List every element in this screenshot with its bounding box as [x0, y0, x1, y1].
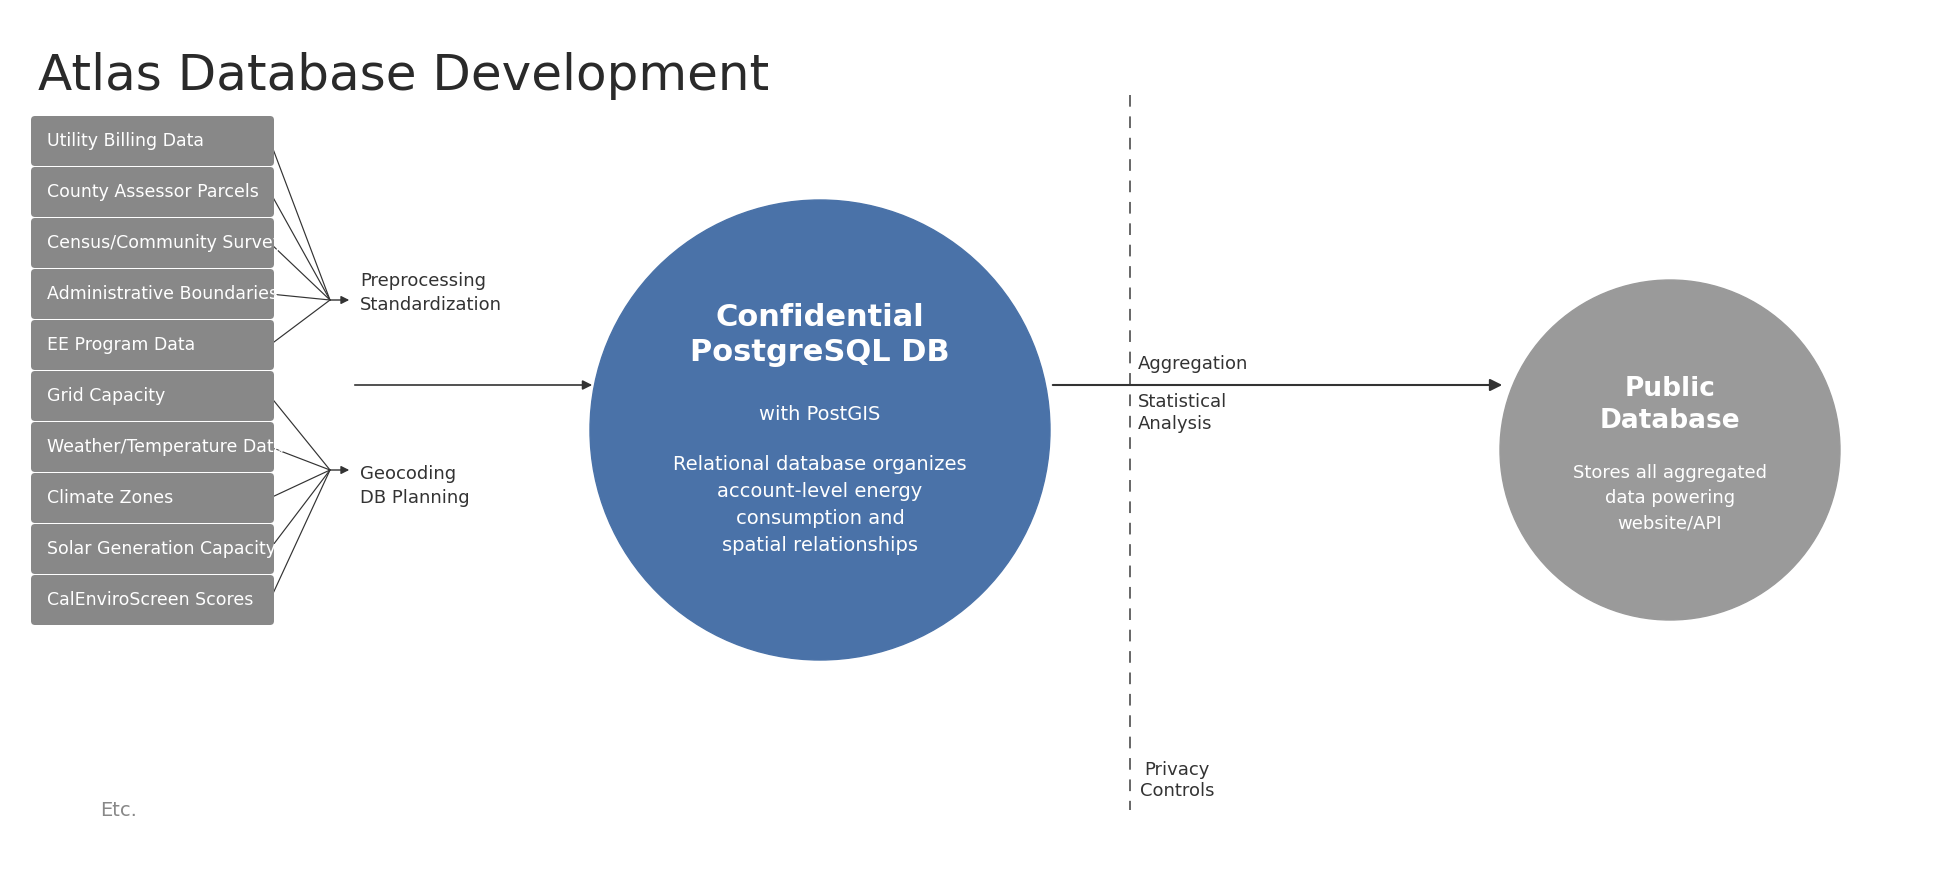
Text: Utility Billing Data: Utility Billing Data: [46, 132, 203, 150]
Text: Stores all aggregated
data powering
website/API: Stores all aggregated data powering webs…: [1572, 464, 1768, 532]
Text: CalEnviroScreen Scores: CalEnviroScreen Scores: [46, 591, 254, 609]
Text: Aggregation: Aggregation: [1138, 355, 1249, 373]
FancyBboxPatch shape: [31, 269, 275, 319]
Text: Solar Generation Capacity: Solar Generation Capacity: [46, 540, 277, 558]
Text: Census/Community Survey: Census/Community Survey: [46, 234, 283, 252]
Text: with PostGIS: with PostGIS: [759, 406, 881, 425]
Text: Privacy
Controls: Privacy Controls: [1140, 761, 1214, 800]
FancyBboxPatch shape: [31, 422, 275, 472]
Circle shape: [1500, 280, 1839, 620]
Text: Confidential
PostgreSQL DB: Confidential PostgreSQL DB: [691, 303, 951, 367]
Text: Geocoding
DB Planning: Geocoding DB Planning: [360, 465, 470, 507]
Text: Grid Capacity: Grid Capacity: [46, 387, 165, 405]
Text: Weather/Temperature Data: Weather/Temperature Data: [46, 438, 285, 456]
Text: Preprocessing
Standardization: Preprocessing Standardization: [360, 272, 501, 314]
Text: Public
Database: Public Database: [1599, 377, 1740, 434]
Text: County Assessor Parcels: County Assessor Parcels: [46, 183, 259, 201]
FancyBboxPatch shape: [31, 320, 275, 370]
Text: Administrative Boundaries: Administrative Boundaries: [46, 285, 279, 303]
Text: Climate Zones: Climate Zones: [46, 489, 172, 507]
Circle shape: [590, 200, 1049, 660]
FancyBboxPatch shape: [31, 575, 275, 625]
Text: EE Program Data: EE Program Data: [46, 336, 196, 354]
FancyBboxPatch shape: [31, 371, 275, 421]
Text: Relational database organizes
account-level energy
consumption and
spatial relat: Relational database organizes account-le…: [674, 454, 966, 555]
FancyBboxPatch shape: [31, 116, 275, 166]
Text: Statistical
Analysis: Statistical Analysis: [1138, 393, 1227, 434]
FancyBboxPatch shape: [31, 167, 275, 217]
FancyBboxPatch shape: [31, 473, 275, 523]
FancyBboxPatch shape: [31, 524, 275, 574]
FancyBboxPatch shape: [31, 218, 275, 268]
Text: Etc.: Etc.: [101, 801, 137, 820]
Text: Atlas Database Development: Atlas Database Development: [39, 52, 769, 100]
